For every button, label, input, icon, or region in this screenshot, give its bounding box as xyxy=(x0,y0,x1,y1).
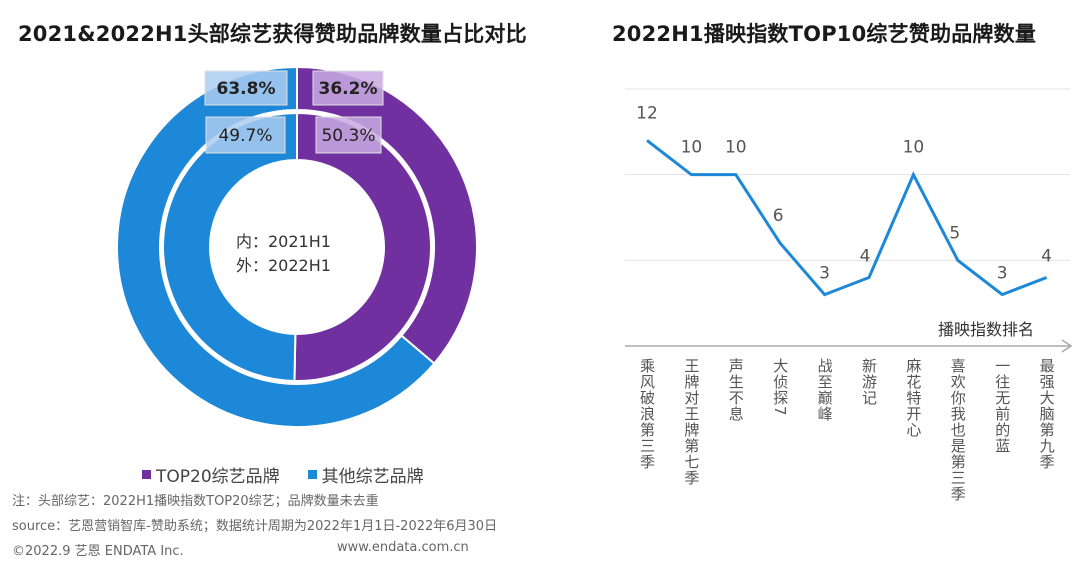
legend-label-other: 其他综艺品牌 xyxy=(321,467,424,487)
x-axis-title: 播映指数排名 xyxy=(938,320,1035,339)
x-tick-label: 声生不息 xyxy=(726,358,745,422)
website-link[interactable]: www.endata.com.cn xyxy=(337,540,469,555)
donut-label-box-outer-other xyxy=(204,70,288,106)
line-series xyxy=(646,139,1048,297)
line-chart-title: 2022H1播映指数TOP10综艺赞助品牌数量 xyxy=(612,22,1037,46)
donut-label-box-inner-top20 xyxy=(315,116,382,154)
x-tick-label: 新游记 xyxy=(860,358,878,406)
x-tick-label: 一往无前的蓝 xyxy=(993,358,1012,454)
x-tick-label: 战至巅峰 xyxy=(815,358,834,422)
donut-data-label-inner-top20: 50.3% xyxy=(321,126,375,146)
legend-item-top20: TOP20综艺品牌 xyxy=(142,462,280,487)
donut-legend: TOP20综艺品牌 其他综艺品牌 xyxy=(142,462,424,487)
x-axis-arrow-icon xyxy=(1061,339,1073,353)
x-tick-label: 大侦探7 xyxy=(771,358,790,417)
x-tick-label: 乘风破浪第三季 xyxy=(638,358,656,470)
donut-label-box-inner-other xyxy=(205,116,286,154)
donut-data-label-inner-other: 49.7% xyxy=(218,126,272,146)
source-note: source：艺恩营销智库-赞助系统；数据统计周期为2022年1月1日-2022… xyxy=(12,519,498,534)
legend-swatch-top20 xyxy=(142,470,151,479)
donut-data-label-outer-other: 63.8% xyxy=(217,79,276,99)
copyright: ©2022.9 艺恩 ENDATA Inc. xyxy=(12,544,184,559)
x-tick-label: 王牌对王牌第七季 xyxy=(682,358,701,486)
data-label: 10 xyxy=(681,138,703,158)
donut-slice-outer-other xyxy=(116,65,436,428)
x-tick-label: 最强大脑第九季 xyxy=(1037,358,1056,470)
donut-slice-inner-other xyxy=(162,111,298,382)
x-tick-label: 麻花特开心 xyxy=(904,358,923,438)
data-label: 6 xyxy=(773,206,784,226)
data-label: 3 xyxy=(819,264,830,284)
donut-center-label-inner: 内：2021H1 xyxy=(236,232,331,251)
donut-slice-inner-top20 xyxy=(293,111,433,382)
data-label: 5 xyxy=(949,223,960,243)
legend-item-other: 其他综艺品牌 xyxy=(307,462,424,487)
donut-chart-title: 2021&2022H1头部综艺获得赞助品牌数量占比对比 xyxy=(18,22,527,46)
data-label: 4 xyxy=(860,246,871,266)
legend-label-top20: TOP20综艺品牌 xyxy=(156,467,280,487)
donut-data-label-outer-top20: 36.2% xyxy=(319,79,378,99)
data-label: 12 xyxy=(636,103,658,123)
data-label: 10 xyxy=(903,138,925,158)
data-label: 10 xyxy=(725,138,747,158)
donut-slice-outer-top20 xyxy=(296,65,478,365)
donut-center-label-outer: 外：2022H1 xyxy=(236,256,331,275)
data-label: 4 xyxy=(1041,246,1052,266)
footnote: 注：头部综艺：2022H1播映指数TOP20综艺；品牌数量未去重 xyxy=(12,494,379,509)
legend-swatch-other xyxy=(307,470,317,479)
data-label: 3 xyxy=(997,264,1008,284)
x-tick-label: 喜欢你我也是第三季 xyxy=(948,358,967,502)
donut-label-box-outer-top20 xyxy=(312,70,384,106)
